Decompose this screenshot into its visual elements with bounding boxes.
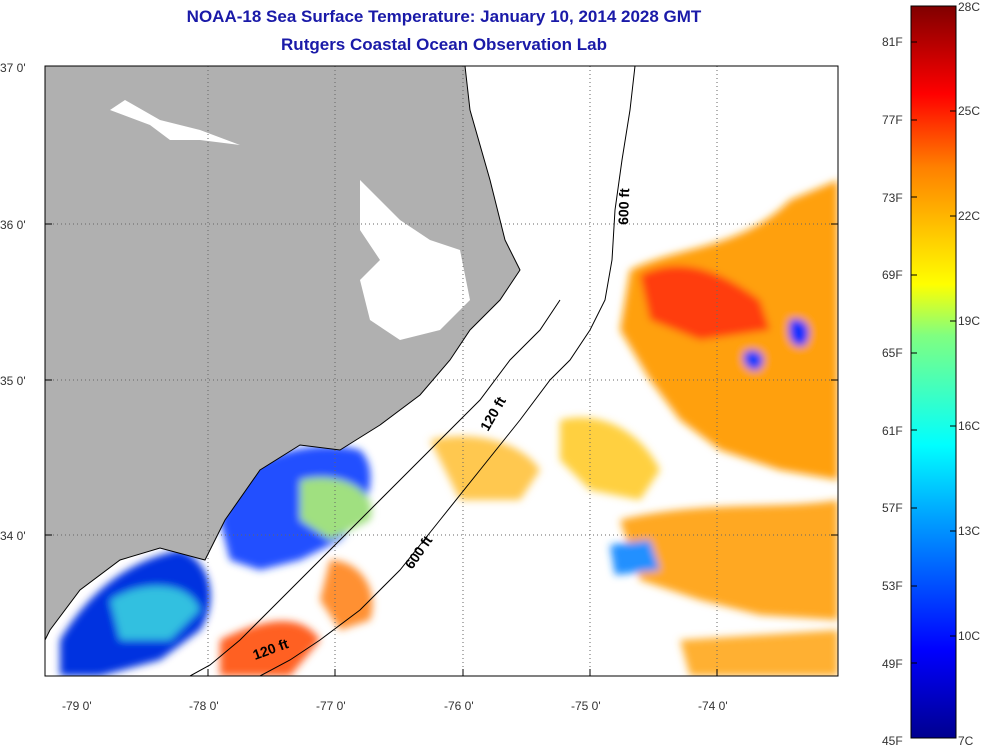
colorbar-f-49: 49F xyxy=(882,657,903,671)
land xyxy=(45,66,520,640)
colorbar-f-53: 53F xyxy=(882,579,903,593)
lon-label-76: -76 0' xyxy=(444,699,474,713)
contour-600ft-north xyxy=(259,66,636,676)
colorbar-c-28: 28C xyxy=(958,0,980,14)
lat-label-34: 34 0' xyxy=(0,529,26,543)
axis-ticks xyxy=(45,65,838,676)
coastline xyxy=(45,66,521,641)
sst-hot-region xyxy=(640,265,770,340)
graticule xyxy=(45,66,838,676)
lon-label-79: -79 0' xyxy=(62,699,92,713)
sst-orange-shelf xyxy=(320,560,373,630)
sst-cool-eddy-2 xyxy=(743,350,764,371)
colorbar-f-45: 45F xyxy=(882,734,903,748)
sst-green-shelf xyxy=(300,477,372,540)
colorbar-c-25: 25C xyxy=(958,104,980,118)
plot-area xyxy=(45,66,838,676)
map-subtitle: Rutgers Coastal Ocean Observation Lab xyxy=(281,35,607,54)
colorbar-celsius: 28C 25C 22C 19C 16C 13C 10C 7C xyxy=(958,0,980,748)
sst-cold-nearshore xyxy=(220,446,371,570)
sst-field xyxy=(60,180,838,676)
plot-frame xyxy=(44,65,839,677)
sst-mid-region xyxy=(560,417,660,500)
sst-warm-region-far-south xyxy=(680,630,838,676)
colorbar-f-65: 65F xyxy=(882,346,903,360)
colorbar-f-77: 77F xyxy=(882,113,903,127)
sst-mid-offshore xyxy=(430,436,540,500)
colorbar-c-22: 22C xyxy=(958,209,980,223)
colorbar-f-61: 61F xyxy=(882,424,903,438)
contour-label-600ft-north: 600 ft xyxy=(615,188,632,225)
colorbar-f-69: 69F xyxy=(882,268,903,282)
colorbar-fahrenheit: 81F 77F 73F 69F 65F 61F 57F 53F 49F 45F xyxy=(882,35,903,748)
sst-cool-eddy-1 xyxy=(788,319,810,347)
colorbar-f-73: 73F xyxy=(882,191,903,205)
albemarle-sound xyxy=(110,100,240,145)
contour-120ft xyxy=(189,299,561,676)
colorbar-c-19: 19C xyxy=(958,314,980,328)
map-title: NOAA-18 Sea Surface Temperature: January… xyxy=(186,7,702,26)
colorbar xyxy=(910,5,957,739)
inland-sounds xyxy=(360,180,470,340)
lon-label-74: -74 0' xyxy=(698,699,728,713)
sst-cool-patch xyxy=(610,540,660,575)
colorbar-c-13: 13C xyxy=(958,524,980,538)
colorbar-c-7: 7C xyxy=(958,734,974,748)
lat-label-35: 35 0' xyxy=(0,374,26,388)
lon-label-75: -75 0' xyxy=(571,699,601,713)
lon-label-78: -78 0' xyxy=(189,699,219,713)
colorbar-c-10: 10C xyxy=(958,629,980,643)
lon-label-77: -77 0' xyxy=(316,699,346,713)
sst-warm-region-south xyxy=(620,500,838,620)
lat-label-37: 37 0' xyxy=(0,61,26,75)
colorbar-ticks xyxy=(911,41,956,664)
colorbar-f-81: 81F xyxy=(882,35,903,49)
lat-label-36: 36 0' xyxy=(0,218,26,232)
colorbar-c-16: 16C xyxy=(958,419,980,433)
sst-cyan-shelf xyxy=(110,586,200,640)
colorbar-f-57: 57F xyxy=(882,501,903,515)
